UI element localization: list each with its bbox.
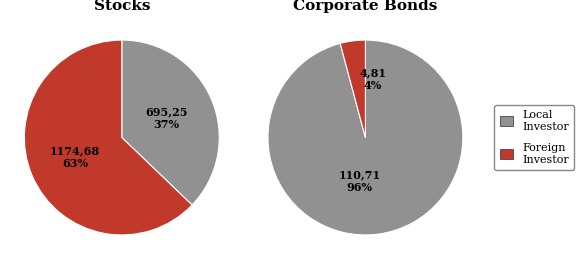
Text: 4,81
4%: 4,81 4% (360, 68, 386, 91)
Text: 1174,68
63%: 1174,68 63% (50, 145, 100, 169)
Title: Corporate Bonds: Corporate Bonds (293, 0, 437, 13)
Wedge shape (122, 40, 219, 205)
Title: Stocks: Stocks (93, 0, 150, 13)
Wedge shape (268, 40, 463, 235)
Wedge shape (340, 40, 365, 138)
Legend: Local
Investor, Foreign
Investor: Local Investor, Foreign Investor (494, 105, 574, 170)
Wedge shape (24, 40, 192, 235)
Text: 695,25
37%: 695,25 37% (146, 106, 188, 130)
Text: 110,71
96%: 110,71 96% (339, 169, 380, 193)
